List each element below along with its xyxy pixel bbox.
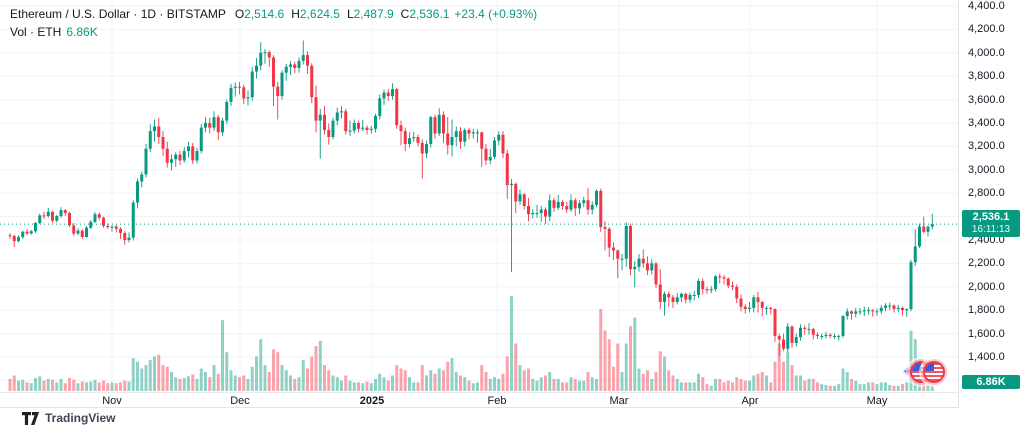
price-tick-label: 1,600.0 (968, 327, 1005, 340)
tradingview-logo-icon (22, 411, 39, 425)
tradingview-attribution[interactable]: TradingView (22, 411, 115, 425)
candlestick-volume-chart[interactable] (0, 0, 958, 392)
price-tick-label: 3,800.0 (968, 70, 1005, 83)
close-value: C2,536.1 (400, 7, 450, 21)
bar-countdown: 16:11:13 (971, 224, 1011, 236)
tradingview-logo-text: TradingView (45, 411, 116, 425)
price-tick-label: 2,000.0 (968, 280, 1005, 293)
open-value: O2,514.6 (234, 7, 285, 21)
price-tick-label: 2,800.0 (968, 187, 1005, 200)
price-tick-label: 4,200.0 (968, 23, 1005, 36)
price-tick-label: 3,600.0 (968, 93, 1005, 106)
current-volume-label: 6.86K (962, 375, 1020, 390)
current-price-value: 2,536.1 (972, 211, 1010, 224)
price-tick-label: 4,400.0 (968, 0, 1005, 12)
price-tick-label: 1,400.0 (968, 351, 1005, 363)
time-tick-label: Feb (487, 395, 507, 407)
symbol-title[interactable]: Ethereum / U.S. Dollar · 1D · BITSTAMP (10, 7, 226, 21)
volume-indicator-label[interactable]: Vol · ETH (10, 25, 62, 39)
change-value: +23.4 (+0.93%) (454, 7, 538, 21)
high-value: H2,624.5 (291, 7, 340, 21)
price-tick-label: 3,200.0 (968, 140, 1005, 153)
price-tick-label: 3,000.0 (968, 163, 1005, 176)
low-value: L2,487.9 (346, 7, 394, 21)
volume-indicator-value: 6.86K (66, 25, 98, 39)
price-tick-label: 2,200.0 (968, 257, 1005, 270)
chart-pane[interactable] (0, 0, 958, 392)
pane-separator (0, 392, 958, 393)
current-price-label: 2,536.1 16:11:13 (962, 210, 1020, 238)
time-tick-label: May (866, 395, 888, 407)
ohlc-values: O2,514.6 H2,624.5 L2,487.9 C2,536.1 (235, 6, 450, 22)
price-tick-label: 1,800.0 (968, 304, 1005, 317)
chart-legend: Ethereum / U.S. Dollar · 1D · BITSTAMP O… (10, 6, 537, 40)
time-axis[interactable]: Nov Dec 2025 Feb Mar Apr May (0, 393, 1024, 408)
sparkle-icon: ✦ (902, 364, 913, 379)
us-flag-event-icon[interactable] (922, 361, 945, 383)
price-tick-label: 3,400.0 (968, 116, 1005, 129)
time-tick-label: 2025 (359, 395, 385, 407)
time-tick-label: Apr (741, 395, 759, 407)
price-tick-label: 4,000.0 (968, 46, 1005, 59)
time-tick-label: Nov (102, 395, 122, 407)
time-tick-label: Dec (230, 395, 250, 407)
economic-event-markers[interactable]: ✦ (902, 361, 945, 383)
time-tick-label: Mar (609, 395, 629, 407)
price-axis[interactable]: 1,200.01,400.01,600.01,800.02,000.02,200… (958, 0, 1024, 408)
